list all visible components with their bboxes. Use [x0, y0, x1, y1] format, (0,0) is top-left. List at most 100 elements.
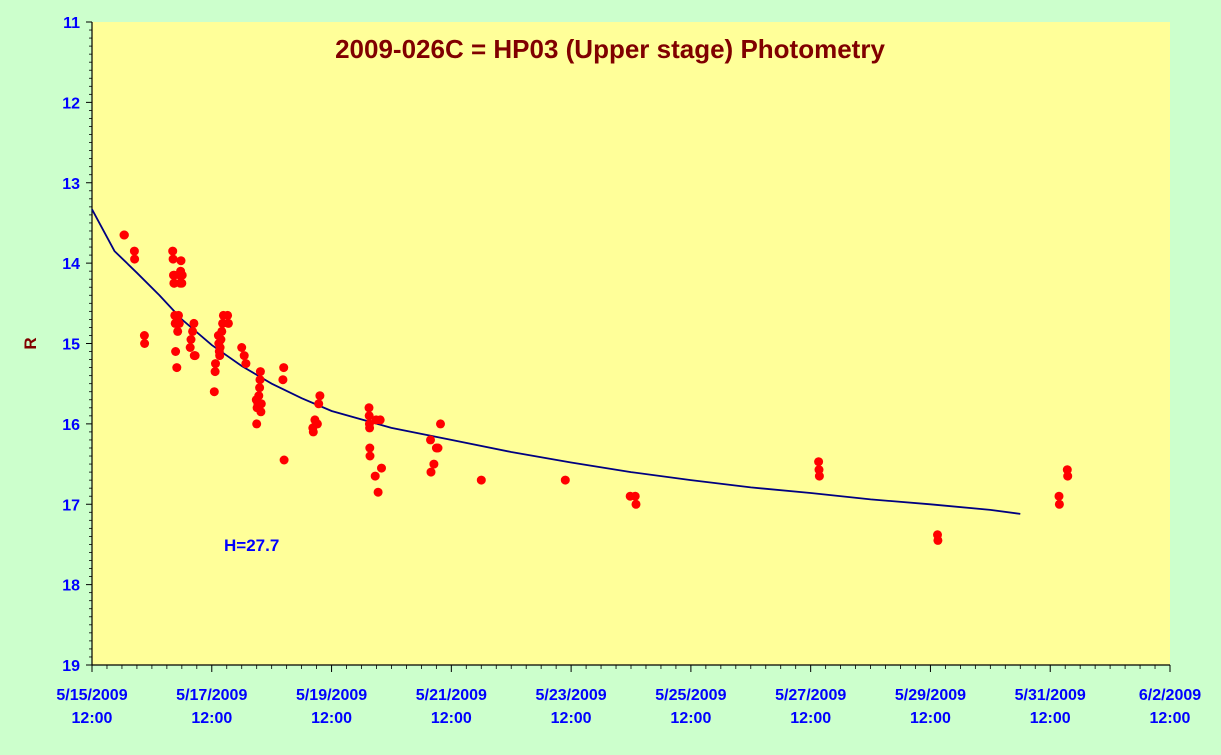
data-point	[365, 443, 375, 453]
data-point	[933, 535, 943, 545]
data-point	[174, 318, 184, 328]
data-point	[174, 310, 183, 320]
data-point	[129, 246, 139, 256]
data-point	[630, 491, 640, 501]
x-tick-time: 12:00	[311, 710, 352, 727]
y-tick-label: 12	[62, 95, 80, 112]
data-point	[171, 347, 181, 356]
y-tick-label: 14	[62, 256, 80, 273]
data-point	[377, 463, 386, 473]
plot-area	[92, 22, 1170, 665]
data-point	[119, 230, 129, 240]
data-point	[176, 256, 186, 266]
x-tick-date: 6/2/2009	[1139, 687, 1201, 704]
data-point	[436, 419, 445, 429]
data-point	[312, 419, 322, 429]
data-point	[814, 465, 824, 475]
x-tick-date: 5/17/2009	[176, 687, 247, 704]
data-point	[476, 475, 486, 485]
data-point	[814, 457, 824, 467]
data-point	[364, 411, 374, 421]
y-tick-label: 17	[62, 497, 80, 514]
y-tick-label: 18	[62, 578, 80, 595]
data-point	[433, 443, 443, 453]
data-point	[429, 459, 439, 469]
data-point	[241, 359, 251, 369]
data-point	[168, 254, 178, 264]
data-point	[365, 423, 375, 433]
data-point	[314, 399, 324, 409]
x-tick-date: 5/19/2009	[296, 687, 367, 704]
data-point	[426, 467, 436, 477]
data-point	[173, 326, 183, 336]
data-point	[185, 343, 195, 352]
data-point	[177, 278, 187, 288]
x-tick-date: 5/31/2009	[1015, 687, 1086, 704]
data-point	[256, 407, 266, 417]
x-tick-time: 12:00	[431, 710, 472, 727]
data-point	[215, 343, 225, 352]
data-point	[210, 367, 220, 377]
data-point	[1062, 465, 1072, 475]
data-point	[308, 427, 318, 437]
x-tick-time: 12:00	[1150, 710, 1191, 727]
chart-title: 2009-026C = HP03 (Upper stage) Photometr…	[335, 34, 885, 64]
x-tick-time: 12:00	[1030, 710, 1071, 727]
data-point	[375, 415, 385, 425]
x-tick-time: 12:00	[191, 710, 232, 727]
data-point	[237, 343, 247, 352]
x-tick-time: 12:00	[72, 710, 113, 727]
data-point	[1063, 471, 1073, 481]
y-axis-label: R	[21, 337, 40, 349]
y-tick-label: 13	[62, 176, 80, 193]
x-tick-time: 12:00	[910, 710, 951, 727]
data-point	[254, 391, 264, 401]
x-tick-time: 12:00	[790, 710, 831, 727]
data-point	[560, 475, 570, 485]
x-tick-time: 12:00	[670, 710, 711, 727]
data-point	[365, 451, 375, 461]
data-point	[814, 471, 824, 481]
data-point	[189, 318, 199, 328]
data-point	[223, 310, 233, 320]
data-point	[177, 270, 187, 280]
x-tick-date: 5/21/2009	[416, 687, 487, 704]
data-point	[279, 363, 289, 373]
data-point	[216, 335, 226, 344]
data-point	[190, 351, 200, 361]
data-point	[139, 331, 149, 340]
fit-curve	[91, 208, 1021, 515]
data-point	[252, 419, 262, 429]
y-tick-label: 16	[62, 417, 80, 434]
data-point	[255, 367, 265, 377]
data-point	[211, 359, 220, 369]
data-point	[172, 363, 182, 373]
data-point	[188, 326, 198, 336]
data-point	[370, 471, 380, 481]
data-point	[255, 383, 265, 393]
data-point	[1054, 499, 1064, 509]
fit-annotation: H=27.7	[224, 536, 279, 555]
data-point	[256, 399, 266, 409]
data-point	[186, 335, 196, 344]
data-point	[1054, 491, 1064, 501]
x-tick-date: 5/27/2009	[775, 687, 846, 704]
data-point	[140, 339, 150, 348]
data-point	[217, 326, 227, 336]
y-tick-label: 15	[62, 337, 80, 354]
data-point	[278, 375, 288, 385]
data-point	[209, 387, 219, 397]
data-point	[168, 246, 178, 256]
data-point	[373, 487, 383, 497]
x-tick-date: 5/25/2009	[655, 687, 726, 704]
x-tick-time: 12:00	[551, 710, 592, 727]
data-point	[364, 403, 374, 413]
data-point	[255, 375, 265, 385]
data-point	[315, 391, 325, 401]
data-point	[426, 435, 435, 445]
data-point	[279, 455, 289, 465]
data-point	[631, 499, 641, 509]
x-tick-date: 5/29/2009	[895, 687, 966, 704]
